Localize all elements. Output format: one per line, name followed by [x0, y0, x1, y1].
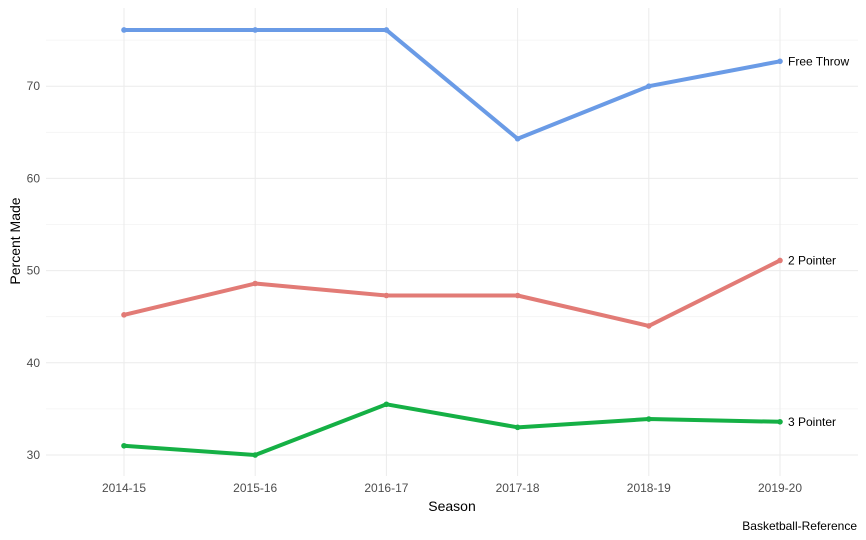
- x-tick-label: 2015-16: [233, 481, 277, 495]
- data-point: [252, 452, 258, 458]
- x-tick-label: 2016-17: [364, 481, 408, 495]
- data-point: [121, 27, 127, 33]
- caption: Basketball-Reference: [742, 519, 857, 533]
- x-tick-label: 2018-19: [627, 481, 671, 495]
- data-point: [383, 401, 390, 408]
- data-point: [514, 292, 521, 299]
- data-point: [514, 135, 521, 142]
- data-point: [777, 419, 783, 425]
- series-line: [122, 402, 782, 457]
- data-point: [383, 27, 390, 33]
- data-point: [383, 292, 390, 299]
- data-point: [514, 424, 521, 431]
- grid: [46, 8, 858, 476]
- series-labels: Free Throw 2 Pointer 3 Pointer: [788, 54, 849, 429]
- x-tick-label: 2014-15: [102, 481, 146, 495]
- data-point: [646, 83, 652, 89]
- data-point: [252, 27, 258, 33]
- y-axis-ticks: 30 40 50 60 70: [27, 79, 41, 462]
- series-label: 2 Pointer: [788, 253, 836, 267]
- series-line: [122, 27, 782, 141]
- x-axis-title: Season: [428, 498, 475, 514]
- series-label: 3 Pointer: [788, 415, 836, 429]
- y-tick-label: 70: [27, 79, 41, 93]
- data-point: [777, 257, 783, 264]
- x-tick-label: 2019-20: [758, 481, 802, 495]
- x-axis-ticks: 2014-15 2015-16 2016-17 2017-18 2018-19 2019-…: [102, 481, 802, 495]
- data-point: [252, 280, 258, 287]
- data-point: [646, 323, 652, 329]
- data-point: [121, 312, 127, 318]
- data-point: [777, 58, 783, 65]
- data-point: [121, 442, 127, 449]
- series-label: Free Throw: [788, 54, 849, 68]
- y-tick-label: 60: [27, 171, 41, 185]
- x-tick-label: 2017-18: [496, 481, 540, 495]
- series-lines: [121, 27, 783, 458]
- y-tick-label: 30: [27, 448, 41, 462]
- series-line: [122, 258, 782, 328]
- data-point: [646, 416, 652, 422]
- y-axis-title: Percent Made: [7, 197, 23, 284]
- y-tick-label: 50: [27, 264, 41, 278]
- y-tick-label: 40: [27, 356, 41, 370]
